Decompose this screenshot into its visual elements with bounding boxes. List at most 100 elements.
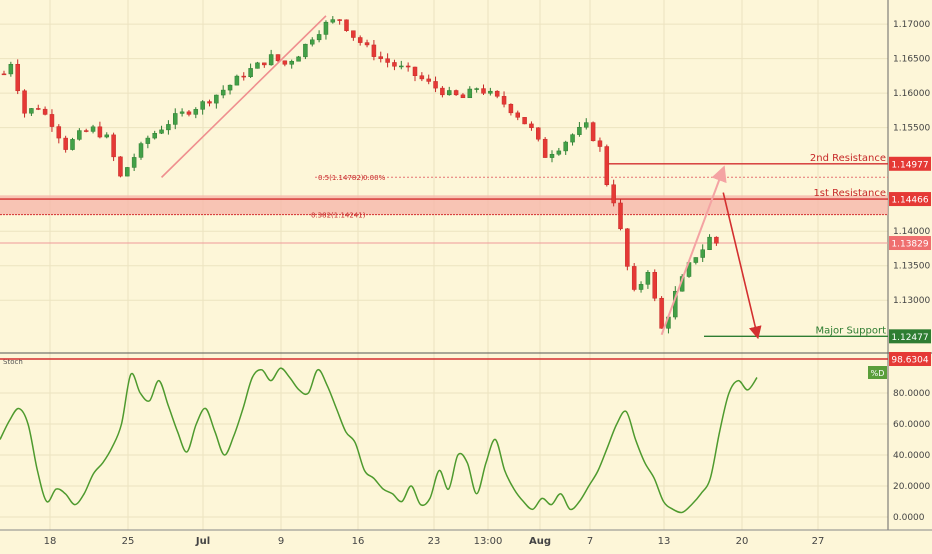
price-tag-label: 1.14466 (891, 196, 928, 206)
candle-body (220, 89, 226, 96)
stoch-overbought-label: 98.6304 (891, 356, 928, 366)
candle-body (467, 88, 473, 99)
x-tick-label: Jul (195, 536, 210, 547)
fib-pct-label: 0.00% (363, 174, 386, 182)
candle-body (542, 138, 548, 158)
candle-body (248, 68, 253, 77)
candle-body (611, 184, 616, 204)
candle-body (693, 257, 699, 263)
candle-body (433, 81, 438, 89)
candle-body (77, 130, 82, 140)
price-tick-label: 1.17000 (893, 20, 930, 30)
candle-body (70, 139, 75, 150)
price-tick-label: 1.14000 (893, 227, 930, 237)
x-tick-label: Aug (529, 536, 551, 547)
x-tick-label: 20 (736, 536, 749, 547)
candle-body (310, 39, 315, 45)
candle-body (90, 126, 96, 132)
candle-body (515, 112, 520, 118)
candle-body (652, 272, 657, 299)
price-tag (889, 156, 931, 171)
candle-body (364, 42, 370, 46)
price-tick-label: 1.16000 (893, 89, 930, 99)
drop-arrow (722, 192, 762, 340)
candle-body (604, 146, 610, 186)
x-tick-label: 25 (122, 536, 135, 547)
candle-body (207, 101, 212, 104)
candle-body (15, 63, 20, 92)
candle-body (700, 249, 705, 258)
candle-body (625, 228, 630, 267)
candle-body (371, 44, 377, 57)
candle-body (378, 56, 383, 59)
candle-body (200, 101, 205, 110)
candle-body (645, 272, 651, 285)
price-tick-label: 1.16500 (893, 55, 930, 65)
candle-body (577, 126, 582, 135)
stoch-legend-label: %D (871, 369, 885, 378)
candle-body (125, 167, 130, 177)
candle-body (227, 84, 233, 91)
candle-body (255, 62, 260, 69)
candle-body (536, 127, 541, 140)
candle-body (419, 75, 425, 80)
stoch-legend-tag (868, 366, 887, 379)
candles (1, 16, 719, 334)
candle-body (282, 60, 288, 65)
candle-body (563, 141, 568, 152)
price-tag-label: 1.14977 (891, 160, 928, 170)
candle-body (460, 94, 466, 99)
support-label: Major Support (816, 325, 887, 336)
x-tick-label: 13 (658, 536, 671, 547)
candle-body (522, 117, 527, 125)
candle-body (453, 90, 459, 96)
resistance-zone (0, 195, 888, 215)
candle-body (234, 75, 240, 86)
price-tick-label: 1.13500 (893, 262, 930, 272)
candle-body (631, 266, 637, 290)
price-tag (889, 236, 931, 251)
price-tick-label: 1.15500 (893, 124, 930, 134)
candle-body (316, 34, 322, 41)
candle-body (138, 143, 144, 158)
candle-body (289, 60, 294, 65)
x-tick-label: 9 (278, 536, 284, 547)
candle-body (42, 108, 48, 115)
stoch-d-line (0, 367, 758, 514)
candle-body (193, 109, 199, 115)
candle-body (8, 63, 14, 75)
stoch-title: Stoch (3, 358, 23, 366)
candle-body (29, 108, 34, 114)
candle-body (241, 75, 246, 78)
candle-body (275, 54, 281, 62)
candle-body (570, 134, 575, 143)
candle-body (186, 111, 192, 115)
resistance-2-label: 2nd Resistance (810, 153, 886, 164)
candle-body (584, 122, 589, 128)
stoch-tick-label: 60.0000 (893, 420, 930, 430)
candle-body (707, 236, 712, 250)
candle-body (173, 113, 178, 125)
candle-body (166, 124, 171, 131)
candle-body (494, 90, 500, 97)
candle-body (36, 108, 41, 110)
price-tag (889, 192, 931, 207)
candle-body (323, 21, 329, 35)
candle-body (638, 284, 644, 290)
candle-body (63, 137, 68, 150)
candle-body (262, 62, 267, 66)
candle-body (392, 62, 397, 67)
candle-body (659, 297, 664, 329)
uptrend-line (160, 15, 327, 178)
candle-body (56, 126, 62, 139)
fib-0382-label: 0.382(1.14241) (311, 212, 366, 220)
candle-body (556, 150, 562, 155)
candle-body (337, 19, 342, 21)
candle-body (405, 65, 411, 68)
candle-body (385, 58, 390, 63)
candle-body (481, 88, 486, 94)
candle-body (426, 78, 431, 82)
